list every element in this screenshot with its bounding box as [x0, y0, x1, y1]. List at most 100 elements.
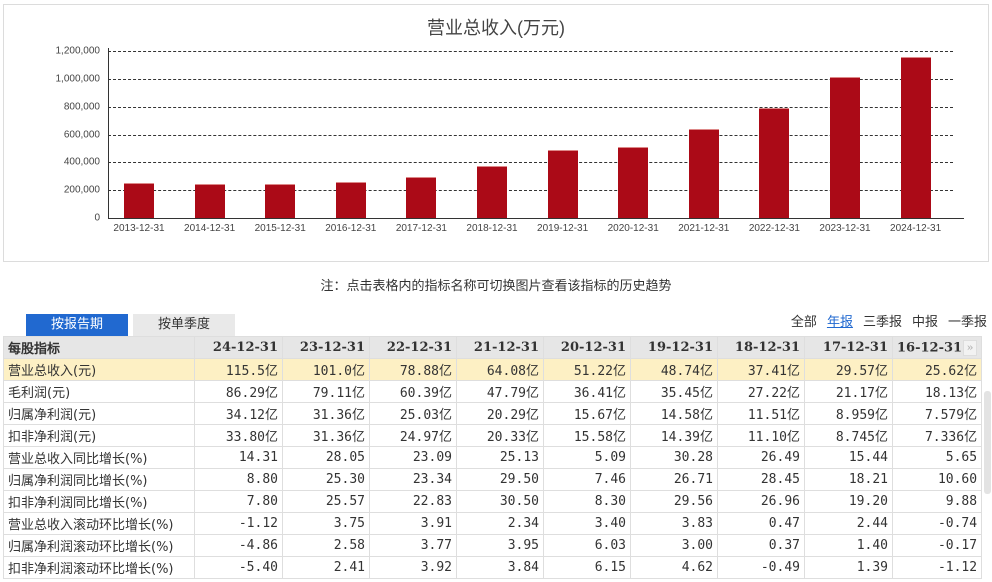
table-cell: 2.44: [804, 512, 893, 535]
table-cell: -0.17: [891, 534, 983, 557]
table-cell: 5.65: [891, 446, 983, 469]
table-cell: 26.71: [630, 468, 718, 491]
table-cell: 25.62亿: [891, 358, 983, 381]
table-cell: 22.83: [369, 490, 457, 513]
bar-2022-12-31[interactable]: [759, 108, 790, 218]
filter-q3[interactable]: 三季报: [862, 315, 902, 330]
y-axis-tick-label: 1,000,000: [55, 73, 101, 85]
next-columns-icon[interactable]: »: [963, 339, 978, 356]
y-axis-tick-label: 1,200,000: [55, 45, 101, 57]
bar-2017-12-31[interactable]: [406, 176, 437, 218]
grid-line: [108, 134, 953, 136]
table-cell: 30.28: [630, 446, 718, 469]
indicator-name-link[interactable]: 营业总收入(元): [3, 358, 195, 381]
table-cell: 14.58亿: [630, 402, 718, 425]
bar-2014-12-31[interactable]: [194, 184, 225, 218]
header-period-label: 22-12-31: [386, 340, 452, 355]
indicator-name-link[interactable]: 归属净利润滚动环比增长(%): [3, 534, 195, 557]
table-cell: 23.34: [369, 468, 457, 491]
indicator-name-link[interactable]: 扣非净利润同比增长(%): [3, 490, 195, 513]
table-cell: 8.80: [194, 468, 283, 491]
header-period-label: 20-12-31: [560, 340, 626, 355]
table-cell: 6.03: [543, 534, 631, 557]
table-cell: 20.33亿: [456, 424, 544, 447]
header-period-label: 19-12-31: [647, 340, 713, 355]
bar-2020-12-31[interactable]: [618, 146, 649, 218]
header-period-21-12-31: 21-12-31: [456, 336, 544, 359]
table-cell: 27.22亿: [717, 380, 805, 403]
table-cell: 25.30: [282, 468, 370, 491]
table-cell: 2.58: [282, 534, 370, 557]
indicator-name-link[interactable]: 扣非净利润(元): [3, 424, 195, 447]
bar-2018-12-31[interactable]: [477, 165, 507, 218]
filter-annual[interactable]: 年报: [826, 315, 853, 330]
bar-2024-12-31[interactable]: [900, 57, 931, 218]
chart-title: 营业总收入(万元): [427, 18, 565, 38]
table-row: 营业总收入(元) 115.5亿 101.0亿 78.88亿 64.08亿 51.22亿 48…: [3, 358, 983, 381]
table-cell: 3.84: [456, 556, 544, 579]
table-row: 归属净利润(元) 34.12亿 31.36亿 25.03亿 20.29亿 15.67亿 14…: [3, 402, 983, 425]
x-axis-tick-label: 2024-12-31: [890, 223, 942, 234]
bar-2016-12-31[interactable]: [335, 182, 366, 218]
indicator-name-link[interactable]: 归属净利润同比增长(%): [3, 468, 195, 491]
table-cell: 11.51亿: [717, 402, 805, 425]
tab-by-report-period[interactable]: 按报告期: [26, 314, 128, 336]
table-cell: 3.77: [369, 534, 457, 557]
table-row: 扣非净利润同比增长(%) 7.80 25.57 22.83 30.50 8.30 29.56…: [3, 490, 983, 513]
filter-all[interactable]: 全部: [790, 315, 817, 330]
filter-interim[interactable]: 中报: [911, 315, 938, 330]
table-cell: 21.17亿: [804, 380, 893, 403]
bar-2019-12-31[interactable]: [547, 150, 578, 218]
bar-2023-12-31[interactable]: [830, 77, 860, 218]
table-cell: 5.09: [543, 446, 631, 469]
table-cell: 2.41: [282, 556, 370, 579]
table-cell: 18.13亿: [891, 380, 983, 403]
x-axis-tick-label: 2013-12-31: [113, 223, 165, 234]
table-cell: 47.79亿: [456, 380, 544, 403]
header-period-label: 18-12-31: [734, 340, 800, 355]
header-period-24-12-31: 24-12-31: [194, 336, 283, 359]
table-cell: 26.96: [717, 490, 805, 513]
table-cell: 23.09: [369, 446, 457, 469]
table-cell: -0.74: [891, 512, 983, 535]
x-axis-tick-label: 2017-12-31: [395, 223, 447, 234]
table-cell: 7.80: [194, 490, 283, 513]
bar-2013-12-31[interactable]: [124, 183, 154, 218]
table-cell: 28.05: [282, 446, 370, 469]
table-cell: 19.20: [804, 490, 893, 513]
table-cell: 3.00: [630, 534, 718, 557]
indicator-name-link[interactable]: 营业总收入滚动环比增长(%): [3, 512, 195, 535]
table-cell: -5.40: [194, 556, 283, 579]
indicator-name-link[interactable]: 扣非净利润滚动环比增长(%): [3, 556, 195, 579]
table-row: 归属净利润同比增长(%) 8.80 25.30 23.34 29.50 7.46 26.71…: [3, 468, 983, 491]
tab-by-single-quarter[interactable]: 按单季度: [133, 314, 235, 336]
table-cell: 3.83: [630, 512, 718, 535]
table-cell: 64.08亿: [456, 358, 544, 381]
filter-q1[interactable]: 一季报: [947, 315, 987, 330]
x-axis-tick-label: 2022-12-31: [748, 223, 800, 234]
indicator-name-link[interactable]: 毛利润(元): [3, 380, 195, 403]
table-cell: 3.92: [369, 556, 457, 579]
table-cell: 101.0亿: [282, 358, 370, 381]
indicator-name-link[interactable]: 归属净利润(元): [3, 402, 195, 425]
table-cell: 26.49: [717, 446, 805, 469]
header-period-label: 23-12-31: [299, 340, 365, 355]
table-cell: 29.56: [630, 490, 718, 513]
table-cell: 48.74亿: [630, 358, 718, 381]
table-cell: 37.41亿: [717, 358, 805, 381]
bar-2015-12-31[interactable]: [265, 184, 296, 218]
table-cell: 51.22亿: [543, 358, 631, 381]
table-scrollbar[interactable]: [984, 391, 991, 494]
grid-line: [108, 78, 953, 80]
x-axis-tick-label: 2020-12-31: [607, 223, 659, 234]
table-cell: 115.5亿: [194, 358, 283, 381]
table-cell: 10.60: [891, 468, 983, 491]
table-cell: 8.30: [543, 490, 631, 513]
table-cell: 15.44: [804, 446, 893, 469]
table-cell: 4.62: [630, 556, 718, 579]
indicator-name-link[interactable]: 营业总收入同比增长(%): [3, 446, 195, 469]
table-cell: 30.50: [456, 490, 544, 513]
bar-2021-12-31[interactable]: [688, 128, 719, 218]
header-period-label: 17-12-31: [822, 340, 888, 355]
table-cell: 24.97亿: [369, 424, 457, 447]
